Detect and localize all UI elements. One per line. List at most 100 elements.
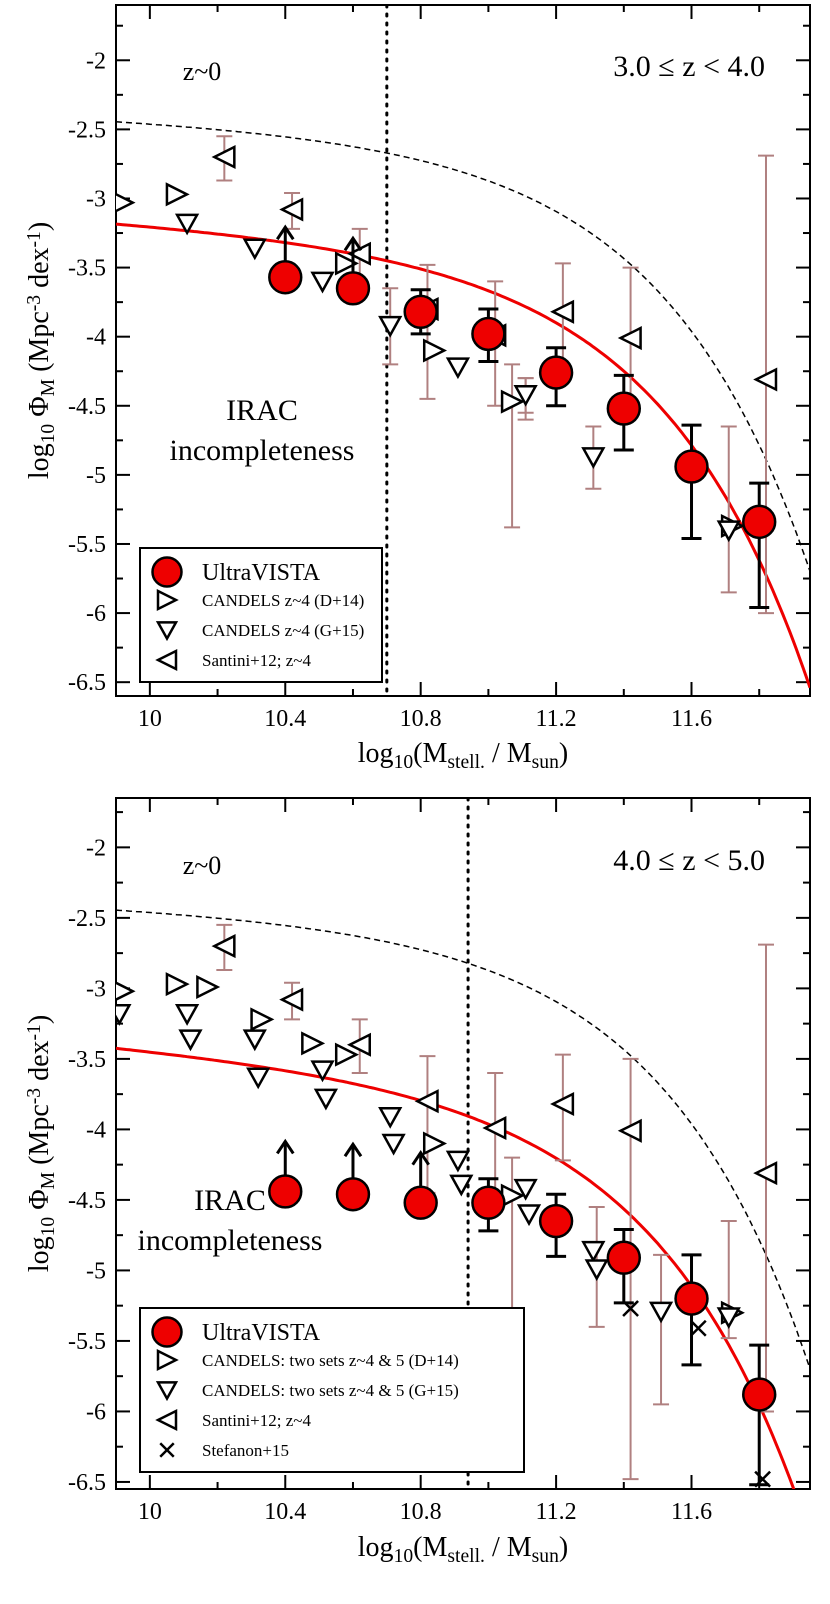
redshift-range-label: 4.0 ≤ z < 5.0 xyxy=(613,844,765,877)
xlabel-base-sub: 10 xyxy=(394,752,414,773)
data-point-tri-down xyxy=(581,1240,606,1263)
ultravista-error-bar xyxy=(749,1343,770,1487)
irac-incompleteness-label: incompleteness xyxy=(170,434,355,467)
ultravista-point xyxy=(674,449,709,484)
y-tick-label: -4 xyxy=(86,325,106,351)
ultravista-error-bar xyxy=(749,481,770,610)
xlabel-open: (M xyxy=(413,1532,447,1563)
ylabel-base: log xyxy=(24,1236,55,1272)
data-point-tri-left xyxy=(279,987,304,1012)
data-point-tri-down xyxy=(310,271,335,294)
xlabel-base-sub: 10 xyxy=(394,1546,414,1567)
legend-label: Stefanon+15 xyxy=(202,1441,289,1460)
legend-label: UltraVISTA xyxy=(202,1320,321,1346)
ylabel-phi: Φ xyxy=(24,1189,55,1216)
data-point-tri-down xyxy=(513,1178,538,1201)
irac-incompleteness-label: incompleteness xyxy=(138,1224,323,1257)
data-point-tri-right xyxy=(116,192,136,213)
ultravista-point xyxy=(471,1185,506,1220)
data-point-tri-left xyxy=(346,1032,371,1057)
ylabel-units-a: (Mpc xyxy=(24,311,55,379)
ylabel-exp1: -3 xyxy=(24,295,45,312)
y-tick-label: -4.5 xyxy=(68,1188,106,1214)
xlabel-num-sub: stell. xyxy=(447,752,485,773)
axis-ticks: 10 10.4 10.8 11.2 11.6 -6.5 -6 -5.5 -5 -4.5 -4 -3.5… xyxy=(68,5,810,732)
data-point-tri-down xyxy=(513,384,538,407)
x-tick-label: 10 xyxy=(138,706,162,732)
plot-frame xyxy=(115,4,811,697)
y-tick-label: -2.5 xyxy=(68,117,106,143)
data-point-tri-down xyxy=(648,1301,674,1324)
legend-box xyxy=(139,1307,525,1473)
xlabel-close: ) xyxy=(559,738,568,769)
ylabel-base: log xyxy=(24,443,55,479)
y-tick-label: -2.5 xyxy=(68,906,106,932)
y-tick-label: -3.5 xyxy=(68,1047,106,1073)
ultravista-point xyxy=(268,1174,303,1209)
ylabel-close: ) xyxy=(24,222,55,231)
z0-label: z~0 xyxy=(183,851,222,880)
z0-curve xyxy=(116,121,810,572)
arrow-head xyxy=(411,1150,430,1166)
data-point-tri-right xyxy=(116,981,136,1001)
ultravista-point xyxy=(268,260,303,295)
data-point-tri-left xyxy=(414,1089,439,1114)
legend-marker-tri-right xyxy=(156,1348,179,1372)
arrow-head xyxy=(276,224,295,241)
data-point-tri-down xyxy=(313,1088,339,1111)
ultravista-point xyxy=(403,1185,438,1220)
data-point-tri-down xyxy=(178,1029,203,1052)
y-tick-label: -6 xyxy=(86,1399,106,1425)
data-point-tri-left xyxy=(753,1161,778,1186)
y-tick-label: -6.5 xyxy=(68,670,106,696)
xlabel-base: log xyxy=(358,738,394,769)
irac-incompleteness-label: IRAC xyxy=(226,394,298,427)
y-tick-label: -5.5 xyxy=(68,532,106,558)
data-point-tri-left xyxy=(482,1115,507,1141)
x-tick-label: 10.8 xyxy=(400,1499,442,1525)
data-point-tri-down xyxy=(381,1133,406,1156)
legend-label: Santini+12; z~4 xyxy=(202,651,311,670)
legend-marker-circle xyxy=(151,1316,183,1348)
data-point-tri-down xyxy=(116,1004,132,1026)
data-point-tri-down xyxy=(378,315,403,338)
data-point-tri-left xyxy=(617,326,642,351)
data-point-tri-left xyxy=(211,934,236,959)
xlabel-base: log xyxy=(358,1532,394,1563)
x-tick-label: 11.6 xyxy=(671,1499,712,1525)
data-point-tri-right xyxy=(500,389,525,414)
ylabel-units-a: (Mpc xyxy=(24,1104,55,1172)
xlabel-mid: / M xyxy=(485,738,532,769)
legend-marker-circle xyxy=(151,556,183,588)
arrow-head xyxy=(343,1141,363,1158)
ultravista-point xyxy=(538,1203,574,1239)
data-point-tri-left xyxy=(550,299,575,324)
y-tick-label: -5 xyxy=(86,463,106,489)
data-point-tri-down xyxy=(242,1029,267,1052)
data-point-tri-down xyxy=(246,1067,271,1090)
y-tick-label: -5.5 xyxy=(68,1329,106,1355)
ylabel-units-b: dex xyxy=(24,247,55,294)
legend-marker-tri-right xyxy=(156,588,179,612)
redshift-range-label: 3.0 ≤ z < 4.0 xyxy=(613,50,765,83)
x-tick-label: 10.4 xyxy=(264,706,306,732)
y-tick-label: -4.5 xyxy=(68,394,106,420)
ylabel-base-sub: 10 xyxy=(38,1217,59,1237)
ultravista-point xyxy=(742,504,777,540)
x-axis-label: log10(Mstell. / Msun) xyxy=(358,738,568,773)
data-point-tri-left xyxy=(279,197,304,222)
y-tick-label: -3 xyxy=(86,976,106,1002)
y-tick-label: -6 xyxy=(86,601,106,627)
x-tick-label: 10 xyxy=(138,1499,162,1525)
data-point-tri-down xyxy=(445,1150,471,1173)
data-point-tri-down xyxy=(584,1259,609,1282)
x-tick-label: 11.6 xyxy=(671,706,712,732)
ultravista-point xyxy=(335,1177,371,1212)
data-point-tri-right xyxy=(334,1042,359,1067)
ultravista-point xyxy=(674,1281,709,1316)
xlabel-den-sub: sun xyxy=(532,1546,559,1567)
x-axis-label: log10(Mstell. / Msun) xyxy=(358,1532,568,1567)
ultravista-point xyxy=(335,271,371,306)
xlabel-num-sub: stell. xyxy=(447,1546,485,1567)
